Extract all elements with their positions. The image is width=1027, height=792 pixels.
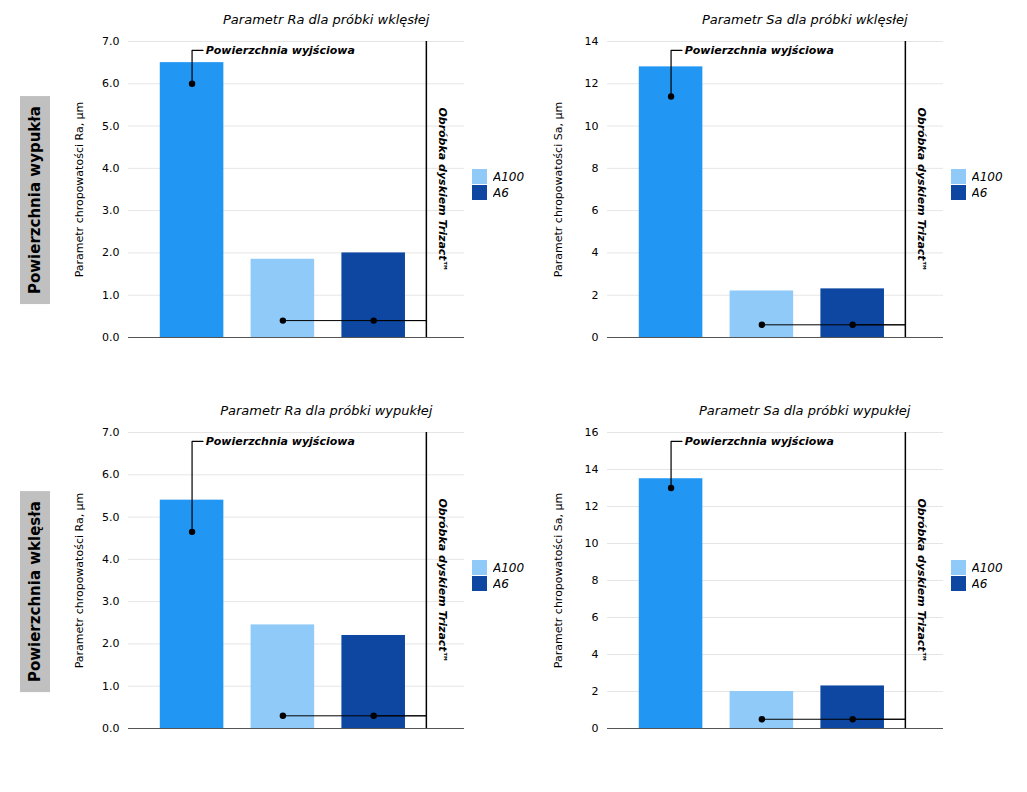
svg-text:2: 2: [591, 685, 598, 698]
html-text:A100: A100: [493, 560, 525, 575]
html-text:A100: A100: [493, 169, 525, 184]
svg-text:Powierzchnia wyjściowa: Powierzchnia wyjściowa: [206, 435, 355, 448]
svg-text:8: 8: [591, 162, 598, 175]
svg-text:2.0: 2.0: [102, 637, 120, 650]
svg-text:4.0: 4.0: [102, 162, 120, 175]
html-text:A6: A6: [493, 576, 509, 591]
svg-text:14: 14: [584, 35, 598, 48]
html-text:A6: A6: [971, 185, 988, 200]
svg-text:6: 6: [591, 204, 598, 217]
svg-text:2.0: 2.0: [102, 246, 120, 259]
svg-text:Obróbka dyskiem Trizact™: Obróbka dyskiem Trizact™: [436, 107, 449, 271]
svg-text:1.0: 1.0: [102, 680, 120, 693]
html-text:Powierzchnia wklęsła: Powierzchnia wklęsła: [26, 500, 44, 682]
svg-text:1.0: 1.0: [102, 289, 120, 302]
svg-text:16: 16: [584, 426, 598, 439]
html-text:A6: A6: [971, 576, 988, 591]
svg-text:Powierzchnia wyjściowa: Powierzchnia wyjściowa: [684, 435, 833, 448]
svg-text:Obróbka dyskiem Trizact™: Obróbka dyskiem Trizact™: [915, 107, 928, 271]
svg-text:Parametr chropowatości Ra, μm: Parametr chropowatości Ra, μm: [73, 102, 86, 278]
svg-text:3.0: 3.0: [102, 204, 120, 217]
svg-text:10: 10: [584, 537, 598, 550]
svg-text:5.0: 5.0: [102, 120, 120, 133]
svg-text:7.0: 7.0: [102, 426, 120, 439]
html-text:A100: A100: [971, 169, 1003, 184]
html-text:Parametr Sa dla próbki wklęsłe: Parametr Sa dla próbki wklęsłej: [701, 12, 908, 27]
svg-text:Obróbka dyskiem Trizact™: Obróbka dyskiem Trizact™: [436, 498, 449, 662]
svg-text:12: 12: [584, 500, 598, 513]
svg-text:0.0: 0.0: [102, 722, 120, 735]
svg-text:4: 4: [591, 648, 598, 661]
svg-text:0.0: 0.0: [102, 331, 120, 344]
html-text:Parametr Ra dla próbki wklęsłe: Parametr Ra dla próbki wklęsłej: [223, 12, 430, 27]
html-text:Parametr Ra dla próbki wypukłe: Parametr Ra dla próbki wypukłej: [220, 403, 433, 418]
svg-text:Powierzchnia wyjściowa: Powierzchnia wyjściowa: [684, 44, 833, 57]
svg-text:6: 6: [591, 611, 598, 624]
svg-text:5.0: 5.0: [102, 511, 120, 524]
html-text:A6: A6: [493, 185, 509, 200]
html-text:Parametr Sa dla próbki wypukłe: Parametr Sa dla próbki wypukłej: [699, 403, 911, 418]
svg-text:8: 8: [591, 574, 598, 587]
svg-text:Parametr chropowatości Sa, μm: Parametr chropowatości Sa, μm: [552, 102, 565, 277]
svg-text:2: 2: [591, 289, 598, 302]
svg-text:14: 14: [584, 463, 598, 476]
svg-text:Parametr chropowatości Sa, μm: Parametr chropowatości Sa, μm: [552, 493, 565, 668]
html-text:A100: A100: [971, 560, 1003, 575]
svg-text:Powierzchnia wyjściowa: Powierzchnia wyjściowa: [206, 44, 355, 57]
svg-text:0: 0: [591, 331, 598, 344]
svg-text:Obróbka dyskiem Trizact™: Obróbka dyskiem Trizact™: [915, 498, 928, 662]
svg-text:10: 10: [584, 120, 598, 133]
svg-text:4.0: 4.0: [102, 553, 120, 566]
svg-text:7.0: 7.0: [102, 35, 120, 48]
svg-text:0: 0: [591, 722, 598, 735]
svg-text:3.0: 3.0: [102, 595, 120, 608]
svg-text:Parametr chropowatości Ra, μm: Parametr chropowatości Ra, μm: [73, 493, 86, 669]
svg-text:12: 12: [584, 77, 598, 90]
html-text:Powierzchnia wypukła: Powierzchnia wypukła: [26, 106, 44, 295]
svg-text:6.0: 6.0: [102, 468, 120, 481]
svg-text:4: 4: [591, 246, 598, 259]
svg-text:6.0: 6.0: [102, 77, 120, 90]
